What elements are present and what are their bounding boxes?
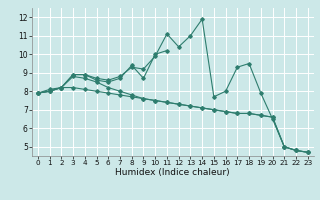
X-axis label: Humidex (Indice chaleur): Humidex (Indice chaleur): [116, 168, 230, 177]
